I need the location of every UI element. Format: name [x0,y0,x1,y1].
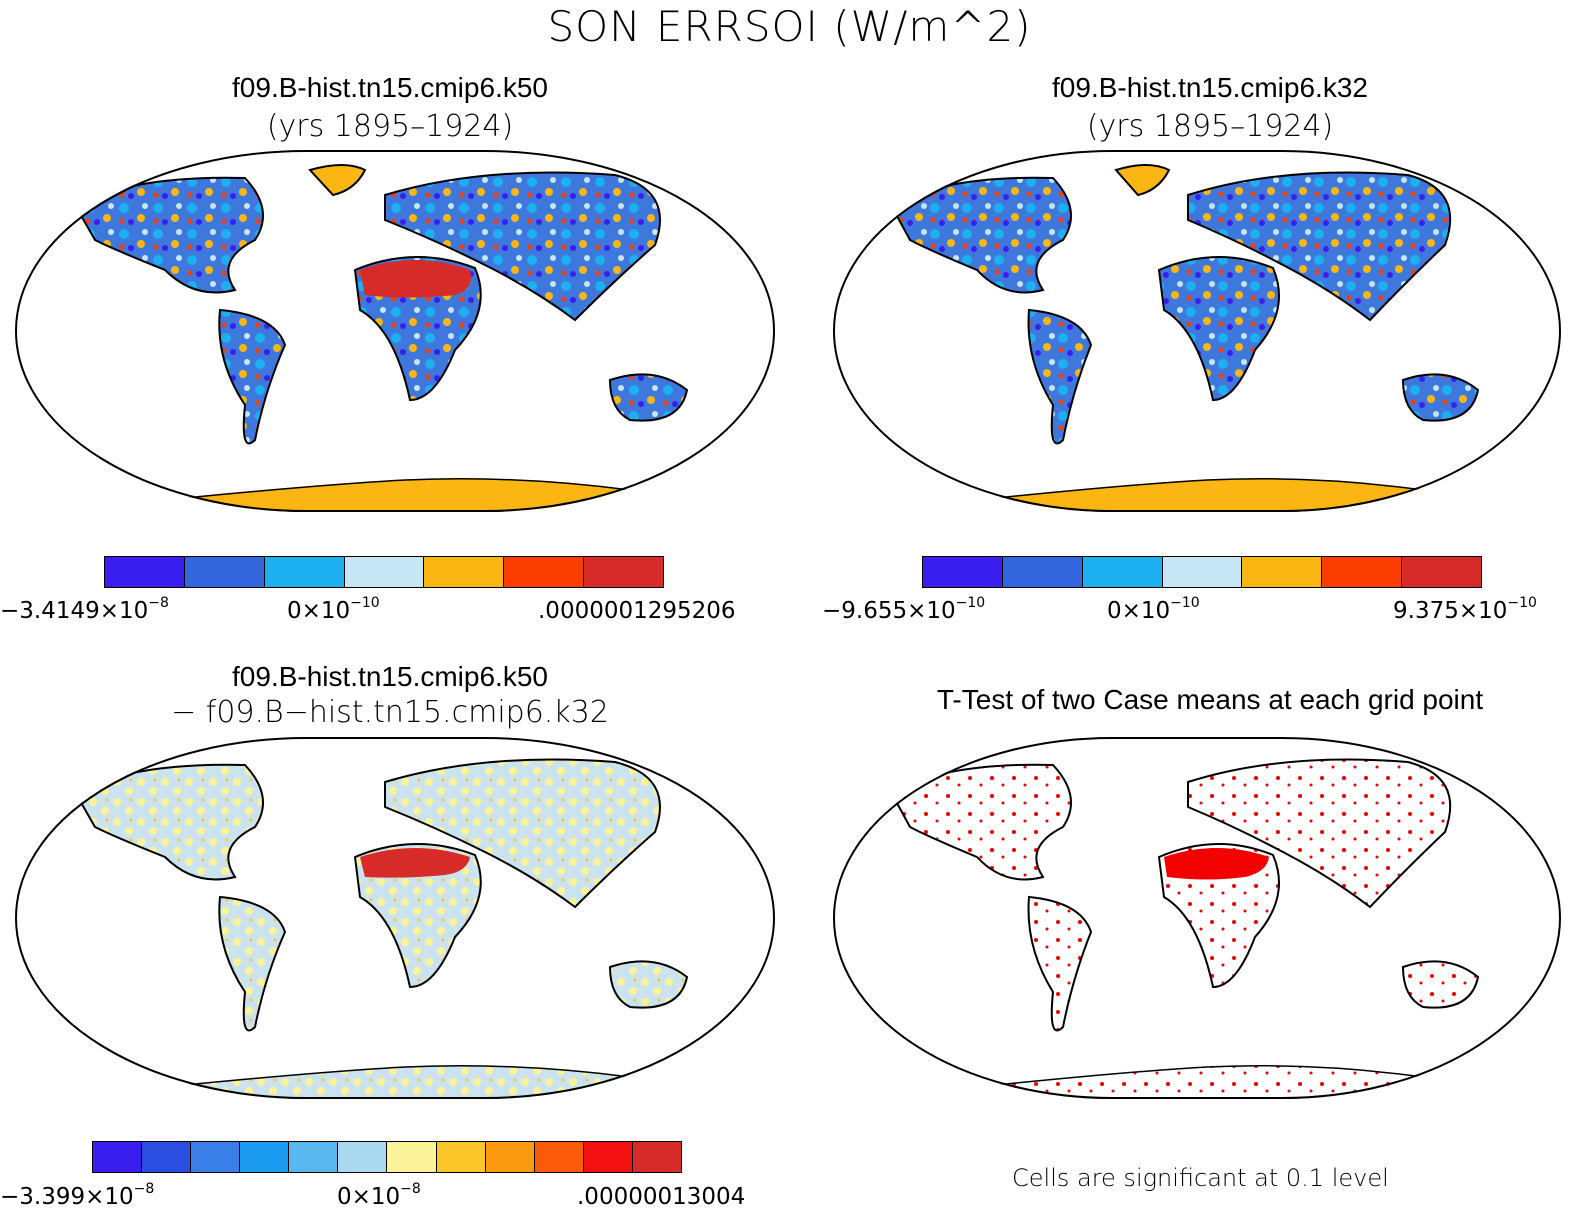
colorbar-swatch [504,557,585,587]
map-k32-land [889,164,1480,512]
colorbar-swatch [105,557,185,587]
colorbar-swatch [1082,557,1163,587]
colorbar-swatch [485,1142,535,1172]
colorbar-swatch [387,1142,437,1172]
colorbar-swatch [436,1142,486,1172]
colorbar-swatch [1162,557,1243,587]
colorbar-swatch [289,1142,339,1172]
panel-k50-title: f09.B-hist.tn15.cmip6.k50 [232,72,548,103]
colorbar-swatch [1242,557,1323,587]
colorbar-swatch [93,1142,143,1172]
panel-diff-title: f09.B-hist.tn15.cmip6.k50 [232,661,548,692]
map-ttest-land [889,758,1480,1099]
colorbar-k50 [104,556,664,588]
colorbar-swatch [1402,557,1482,587]
map-diff [15,737,775,1099]
panel-ttest-title: T-Test of two Case means at each grid po… [936,684,1484,715]
significance-note: Cells are significant at 0.1 level [1012,1164,1389,1192]
colorbar-k32 [922,556,1482,588]
panel-diff-subtitle: − f09.B−hist.tn15.cmip6.k32 [171,695,609,730]
colorbar-swatch [424,557,505,587]
colorbar-k32-max-label: 9.375×10−10 [1393,595,1537,624]
panel-k32-title: f09.B-hist.tn15.cmip6.k32 [1052,72,1368,103]
colorbar-swatch [184,557,265,587]
colorbar-swatch [584,557,664,587]
colorbar-swatch [923,557,1003,587]
map-diff-land [73,758,689,1099]
colorbar-swatch [191,1142,241,1172]
colorbar-k50-mid-label: 0×10−10 [287,595,380,624]
colorbar-swatch [1322,557,1403,587]
colorbar-swatch [534,1142,584,1172]
map-ttest [833,737,1561,1099]
colorbar-swatch [338,1142,388,1172]
colorbar-k50-min-label: −3.4149×10−8 [0,595,169,624]
map-k50 [15,150,775,512]
colorbar-swatch [142,1142,192,1172]
panel-k32-subtitle: (yrs 1895–1924) [1086,109,1334,144]
figure-title: SON ERRSOI (W/m^2) [547,2,1032,51]
colorbar-swatch [344,557,425,587]
map-k32 [833,150,1561,512]
colorbar-swatch [632,1142,681,1172]
map-k50-land [73,164,689,512]
colorbar-swatch [1002,557,1083,587]
colorbar-swatch [240,1142,290,1172]
colorbar-swatch [264,557,345,587]
colorbar-k32-min-label: −9.655×10−10 [822,595,986,624]
panel-k50-subtitle: (yrs 1895–1924) [266,109,514,144]
colorbar-k50-max-label: .0000001295206 [538,598,736,624]
colorbar-swatch [583,1142,633,1172]
colorbar-diff [92,1141,682,1173]
colorbar-diff-min-label: −3.399×10−8 [0,1181,155,1210]
colorbar-diff-mid-label: 0×10−8 [337,1181,421,1210]
colorbar-diff-max-label: .00000013004 [577,1184,746,1210]
colorbar-k32-mid-label: 0×10−10 [1107,595,1200,624]
